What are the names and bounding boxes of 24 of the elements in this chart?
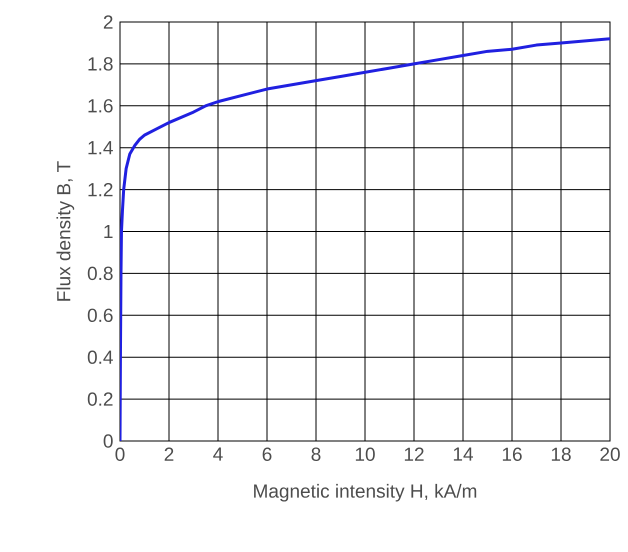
x-tick-label: 6 [262,448,272,461]
y-tick-label: 1.4 [88,141,113,154]
x-tick-label: 10 [356,448,375,461]
y-tick-label: 1.2 [88,182,113,196]
x-tick-label: 2 [164,448,174,461]
y-tick-label: 0.2 [88,392,113,406]
y-tick-label: 1.8 [88,57,113,71]
x-tick-label: 20 [600,448,620,461]
y-tick-label: 0 [104,434,113,448]
x-tick-label: 14 [454,448,474,461]
y-tick-label: 1.6 [88,99,113,113]
x-tick-label: 16 [502,448,522,461]
y-axis-title: Flux density B, T [56,161,74,301]
x-tick-label: 4 [213,448,223,461]
x-tick-label: 18 [552,448,571,461]
x-tick-label: 12 [404,448,424,461]
y-tick-label: 2 [104,15,113,29]
y-tick-label: 0.6 [88,308,113,322]
x-axis-title: Magnetic intensity H, kA/m [254,484,476,502]
x-tick-label: 8 [312,448,320,461]
y-tick-label: 0.8 [88,266,113,280]
y-tick-label: 1 [104,224,113,238]
y-tick-label: 0.4 [88,350,113,364]
x-tick-label: 0 [115,448,125,461]
